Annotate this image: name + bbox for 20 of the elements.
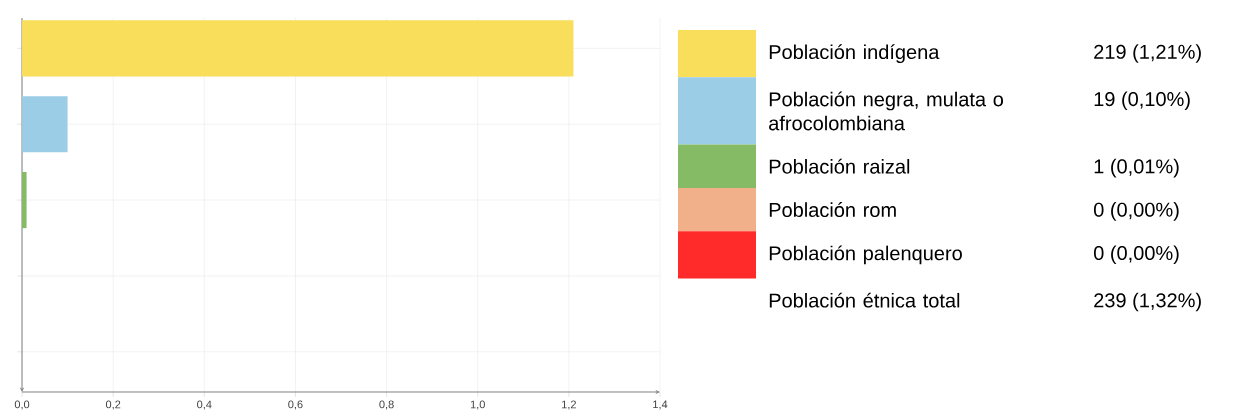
text: 239 (1,32%) [1094,292,1201,312]
text: Población étnica total [769,292,960,308]
legend-label: Población indígena [769,44,940,64]
legend-label: Población rom [769,202,896,218]
x-tick-label: 1,4 [653,400,668,410]
text: Población negra, mulata o afrocolombiana [769,91,1004,131]
text: 0 (0,00%) [1093,245,1179,265]
x-tick-label: 1,0 [470,400,485,410]
text: 219 (1,21%) [1094,44,1201,63]
text: 19 (0,10%) [1094,91,1190,111]
x-tick-label: 0,2 [105,400,121,410]
legend-label: Población palenquero [769,245,962,265]
x-tick-label: 1,2 [562,400,576,410]
text: 1 (0,01%) [1094,158,1179,178]
text: 0 (0,00%) [1093,202,1179,221]
x-tick-label: 0,0 [14,400,30,410]
x-tick-label: 0,8 [379,400,394,410]
legend-label: Población raizal [769,158,910,174]
x-tick-label: 0,6 [288,400,303,410]
x-tick-label: 0,4 [197,400,212,410]
